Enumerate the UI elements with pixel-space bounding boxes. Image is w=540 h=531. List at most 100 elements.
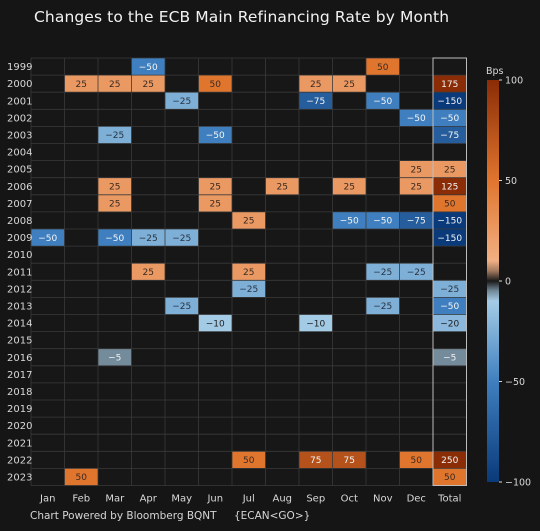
y-tick-label: 2003 — [7, 130, 32, 141]
colorbar — [487, 80, 499, 482]
y-tick-label: 2007 — [7, 199, 32, 210]
y-tick-label: 2020 — [7, 421, 32, 432]
cell-value-label: 50 — [210, 80, 222, 90]
heatmap-cell — [299, 75, 333, 93]
y-tick-label: 2004 — [7, 148, 32, 159]
y-tick-label: 2006 — [7, 182, 32, 193]
heatmap-cell — [165, 92, 199, 110]
heatmap-cell — [433, 109, 467, 127]
heatmap-cell — [433, 229, 467, 247]
cell-value-label: −50 — [105, 234, 124, 244]
cell-value-label: −50 — [373, 217, 392, 227]
x-tick-label: May — [171, 494, 192, 505]
cell-value-label: 25 — [109, 182, 120, 192]
cell-value-label: −25 — [440, 285, 459, 295]
cell-value-label: −50 — [139, 63, 158, 73]
heatmap-cell — [399, 160, 433, 178]
heatmap-cell — [131, 58, 165, 76]
y-tick-label: 2015 — [7, 336, 32, 347]
cell-value-label: −50 — [340, 217, 359, 227]
y-tick-label: 2002 — [7, 113, 32, 124]
y-tick-label: 2018 — [7, 387, 32, 398]
heatmap-cell — [433, 126, 467, 144]
cell-value-label: 25 — [411, 165, 422, 175]
cell-value-label: 50 — [444, 200, 456, 210]
heatmap-cell — [433, 451, 467, 469]
heatmap-cell — [98, 75, 132, 93]
heatmap-cell — [399, 451, 433, 469]
heatmap-cell — [165, 229, 199, 247]
cell-value-label: −75 — [306, 97, 325, 107]
heatmap-cell — [232, 263, 266, 281]
x-tick-label: Aug — [272, 494, 292, 505]
cell-value-label: 25 — [243, 217, 254, 227]
cell-value-label: 50 — [411, 456, 423, 466]
heatmap-cell — [366, 297, 400, 315]
y-tick-label: 2023 — [7, 472, 32, 483]
footer-ticker: {ECAN<GO>} — [233, 510, 311, 522]
y-tick-label: 2012 — [7, 284, 32, 295]
cell-value-label: 25 — [143, 268, 154, 278]
heatmap-cell — [131, 75, 165, 93]
cell-value-label: 25 — [243, 268, 254, 278]
heatmap-cell — [433, 314, 467, 332]
cell-value-label: −25 — [373, 302, 392, 312]
heatmap-cell — [332, 451, 366, 469]
y-tick-label: 2001 — [7, 96, 32, 107]
cell-value-label: −50 — [206, 131, 225, 141]
cell-value-label: −150 — [437, 97, 462, 107]
heatmap-cell — [433, 92, 467, 110]
cell-value-label: 175 — [441, 80, 458, 90]
heatmap-cell — [232, 280, 266, 298]
colorbar-tick-label: 100 — [505, 76, 523, 87]
cell-value-label: −25 — [407, 268, 426, 278]
y-tick-label: 2017 — [7, 370, 32, 381]
y-tick-label: 2005 — [7, 165, 32, 176]
cell-value-label: −5 — [443, 353, 456, 363]
x-tick-label: Oct — [341, 494, 358, 505]
x-tick-label: Jun — [206, 494, 223, 505]
cell-value-label: −150 — [437, 234, 462, 244]
y-tick-label: 1999 — [7, 62, 32, 73]
heatmap-cell — [299, 92, 333, 110]
heatmap-cell — [198, 314, 232, 332]
heatmap-cell — [399, 211, 433, 229]
cell-value-label: −25 — [105, 131, 124, 141]
cell-value-label: −50 — [38, 234, 57, 244]
heatmap-cell — [232, 211, 266, 229]
cell-value-label: −25 — [239, 285, 258, 295]
heatmap-cell — [332, 75, 366, 93]
heatmap-cell — [433, 160, 467, 178]
heatmap-cell — [433, 75, 467, 93]
heatmap-cell — [98, 177, 132, 195]
heatmap-cell — [299, 314, 333, 332]
heatmap-cell — [433, 468, 467, 486]
heatmap-cell — [265, 177, 299, 195]
y-tick-label: 2014 — [7, 319, 32, 330]
x-tick-label: Nov — [373, 494, 393, 505]
cell-value-label: −10 — [206, 319, 225, 329]
colorbar-tick-label: 50 — [505, 176, 517, 187]
heatmap-cell — [98, 126, 132, 144]
heatmap-cell — [98, 194, 132, 212]
cell-value-label: 250 — [441, 456, 458, 466]
heatmap-cell — [366, 92, 400, 110]
cell-value-label: 25 — [344, 80, 355, 90]
cell-value-label: 25 — [277, 182, 288, 192]
heatmap-cell — [366, 263, 400, 281]
heatmap-cell — [399, 177, 433, 195]
y-tick-label: 2009 — [7, 233, 32, 244]
y-tick-label: 2016 — [7, 353, 32, 364]
heatmap-cell — [433, 177, 467, 195]
cell-value-label: 75 — [344, 456, 355, 466]
cell-value-label: −50 — [373, 97, 392, 107]
heatmap-cell — [198, 194, 232, 212]
heatmap-cell — [433, 280, 467, 298]
colorbar-label: Bps — [486, 66, 504, 77]
chart-title: Changes to the ECB Main Refinancing Rate… — [34, 8, 450, 26]
cell-value-label: 25 — [109, 80, 120, 90]
heatmap-cell — [98, 229, 132, 247]
cell-value-label: 125 — [441, 182, 458, 192]
heatmap-cell — [165, 297, 199, 315]
heatmap-cell — [198, 177, 232, 195]
